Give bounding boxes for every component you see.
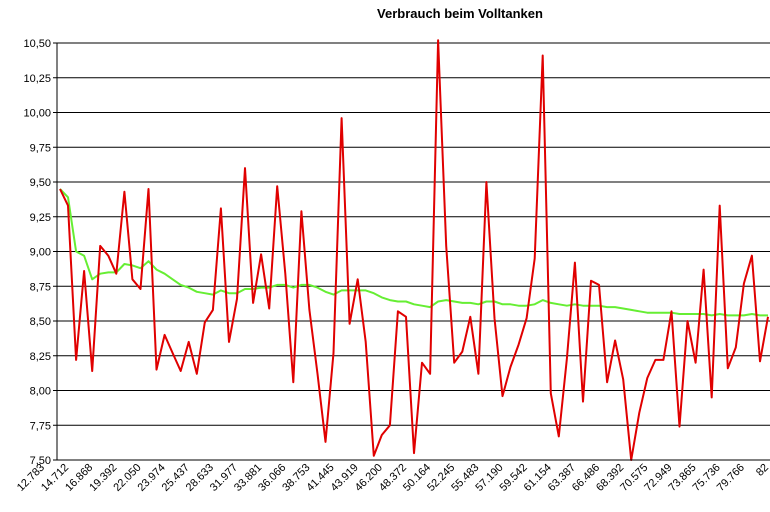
y-tick-label: 7,75 (30, 420, 51, 432)
x-tick-label: 79.766 (715, 462, 747, 494)
series-line-consumption (59, 39, 769, 461)
chart-title: Verbrauch beim Volltanken (377, 6, 543, 21)
y-tick-label: 10,00 (23, 108, 51, 120)
y-tick-label: 8,75 (30, 281, 51, 293)
gridlines (57, 42, 770, 461)
y-tick-label: 10,50 (23, 38, 51, 50)
y-tick-label: 8,00 (30, 386, 51, 398)
y-tick-label: 9,50 (30, 177, 51, 189)
x-axis-ticks: 12.78314.71216.86819.39222.05023.97425.4… (15, 462, 770, 494)
y-tick-label: 8,25 (30, 351, 51, 363)
y-tick-label: 9,25 (30, 212, 51, 224)
x-tick-label: 82 (754, 462, 770, 479)
y-tick-label: 10,25 (23, 73, 51, 85)
series-line-average (59, 188, 768, 317)
y-tick-label: 9,75 (30, 142, 51, 154)
y-tick-label: 9,00 (30, 247, 51, 259)
y-axis-ticks: 7,50 7,75 8,00 8,25 8,50 8,75 9,00 9,25 9,50 9,75… (23, 38, 57, 467)
series-lines (59, 39, 769, 461)
y-tick-label: 7,50 (30, 455, 51, 467)
y-tick-label: 8,50 (30, 316, 51, 328)
